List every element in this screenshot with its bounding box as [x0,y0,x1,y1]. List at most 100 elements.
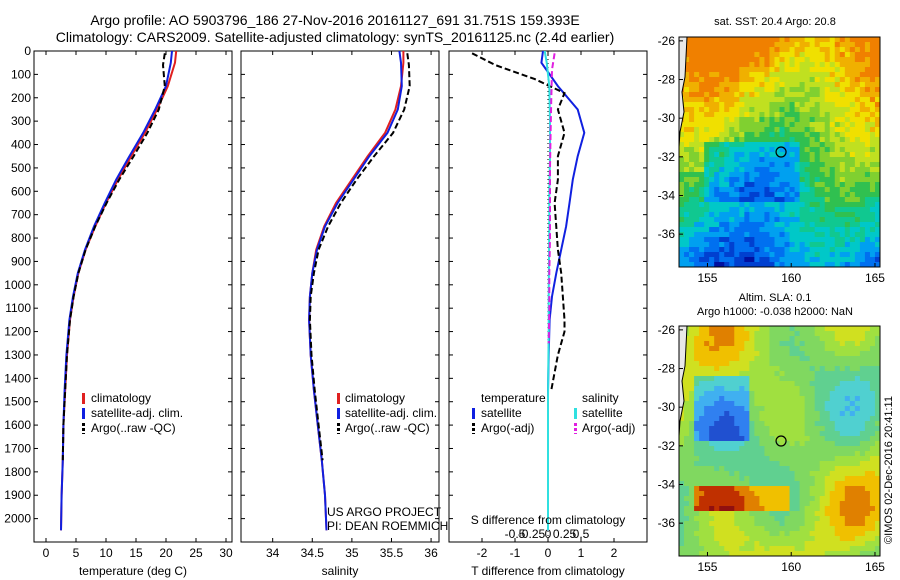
map-cell [764,187,771,193]
map-cell [774,546,781,552]
map-cell [709,67,715,73]
map-cell [704,521,710,527]
map-cell [819,187,826,193]
map-cell [684,197,690,203]
map-cell [679,132,685,138]
map-cell [819,376,826,382]
map-cell [849,346,856,352]
map-cell [874,531,880,537]
map-cell [874,132,880,138]
map-cell [754,117,761,123]
map-cell [749,461,755,467]
map-cell [709,247,715,253]
map-cell [734,396,740,402]
map-cell [699,491,705,497]
map-cell [869,127,876,133]
map-cell [744,536,750,542]
map-cell [709,516,715,522]
map-cell [864,192,871,198]
map-cell [809,122,816,128]
map-cell [764,247,771,253]
map-cell [684,172,690,178]
map-cell [739,511,745,517]
map-cell [729,471,735,477]
map-cell [744,351,750,357]
map-cell [824,117,831,123]
map-cell [819,247,826,253]
map-cell [779,446,786,452]
map-cell [829,217,836,223]
map-cell [729,42,735,48]
map-cell [824,182,831,188]
map-cell [869,501,876,507]
map-cell [684,461,690,467]
x-tick-label: 35 [345,546,359,560]
map-cell [869,536,876,542]
map-cell [869,436,876,442]
map-cell [689,496,695,502]
map-cell [729,526,735,532]
map-cell [839,501,846,507]
map-cell [744,157,750,163]
map-cell [804,361,811,367]
map-cell [689,426,695,432]
map-cell [824,426,831,432]
x-tick-label: 10 [99,546,113,560]
map-cell [719,167,725,173]
map-cell [719,481,725,487]
map-cell [864,401,871,407]
map-cell [739,506,745,512]
map-cell [754,456,761,462]
map-cell [809,112,816,118]
map-cell [709,391,715,397]
map-cell [789,102,796,108]
map-cell [699,461,705,467]
map-cell [729,491,735,497]
map-cell [859,232,866,238]
map-cell [809,546,816,552]
map-cell [849,506,856,512]
map-cell [754,152,761,158]
map-cell [804,356,811,362]
map-cell [849,416,856,422]
map-cell [804,526,811,532]
map-cell [864,351,871,357]
map-cell [744,381,750,387]
map-cell [764,47,771,53]
map-cell [794,391,801,397]
map-cell [744,546,750,552]
map-cell [844,222,851,228]
map-cell [759,212,766,218]
map-cell [724,336,730,342]
map-cell [769,67,776,73]
map-cell [714,426,720,432]
map-cell [724,67,730,73]
map-cell [774,446,781,452]
map-cell [834,197,841,203]
map-cell [864,456,871,462]
map-cell [794,371,801,377]
map-cell [724,47,730,53]
map-cell [789,426,796,432]
map-cell [744,227,750,233]
map-cell [784,491,791,497]
map-cell [694,376,700,382]
map-y-tick-label: -28 [658,362,676,376]
map-cell [684,396,690,402]
map-cell [704,461,710,467]
map-cell [794,336,801,342]
map-cell [859,237,866,243]
map-cell [814,486,821,492]
map-cell [829,361,836,367]
map-cell [819,406,826,412]
map-cell [774,167,781,173]
map-cell [859,491,866,497]
map-cell [839,97,846,103]
map-cell [829,381,836,387]
map-cell [774,501,781,507]
map-cell [734,471,740,477]
map-cell [709,496,715,502]
map-cell [774,222,781,228]
difference-xlabel: T difference from climatology [471,564,625,578]
map-cell [824,541,831,547]
